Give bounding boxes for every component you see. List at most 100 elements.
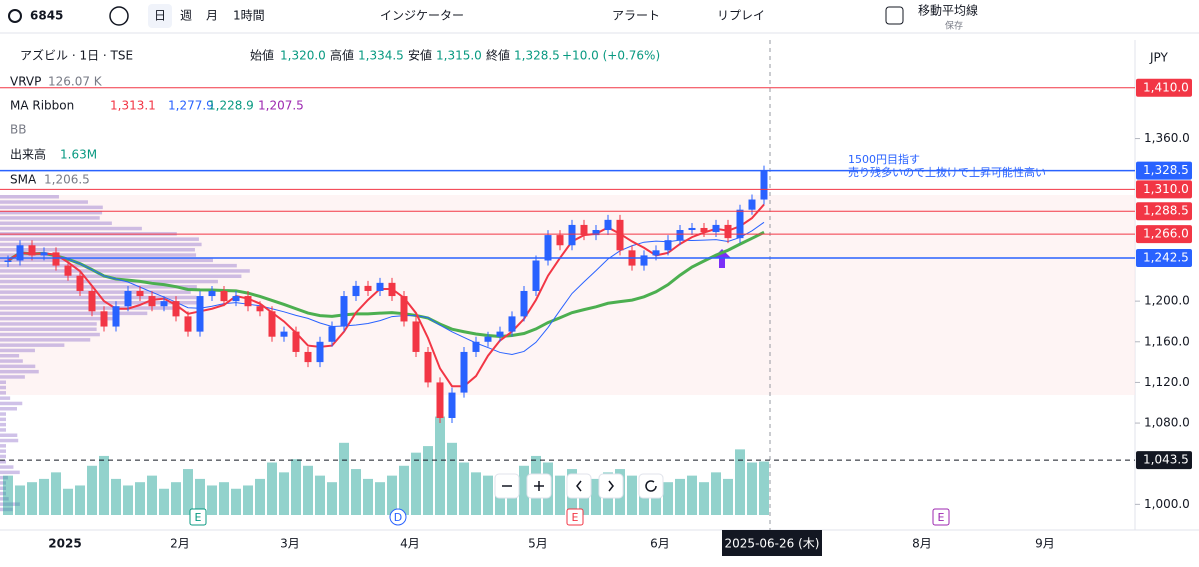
candle [376, 282, 384, 291]
volume-profile [0, 216, 100, 220]
candle [136, 290, 144, 297]
event-marker[interactable] [932, 508, 950, 526]
event-marker[interactable] [189, 508, 207, 526]
zoom-button[interactable] [638, 473, 664, 499]
volume-bar [351, 469, 361, 515]
candle [244, 296, 252, 307]
ribbon-value: 1,228.9 [208, 99, 254, 113]
candle [352, 285, 360, 297]
zoom-button[interactable] [598, 473, 624, 499]
sma: SMA [10, 173, 37, 187]
ribbon-value: 1,207.5 [258, 99, 304, 113]
volume-profile [0, 327, 97, 331]
event-marker[interactable] [566, 508, 584, 526]
volume-bar [51, 472, 61, 515]
volume-bar [231, 488, 241, 515]
volume-profile [0, 258, 213, 263]
replay[interactable]: リプレイ [717, 9, 765, 23]
candle [256, 306, 264, 312]
candle [268, 311, 276, 337]
volume-profile [0, 221, 112, 225]
volume-profile [0, 470, 20, 475]
volume-profile [0, 316, 115, 321]
range-box [0, 195, 1135, 395]
volume-profile [0, 444, 6, 448]
volume-profile [0, 274, 242, 278]
volume-profile [0, 279, 218, 284]
search-icon[interactable] [8, 9, 22, 23]
level-label: 1,043.5 [1143, 453, 1189, 467]
volume-bar [711, 472, 721, 515]
volume-bar [519, 465, 529, 515]
volume-profile [0, 380, 6, 384]
volume-profile [0, 263, 237, 268]
annotation: 1500円目指す [848, 152, 920, 166]
volume-bar [267, 462, 277, 515]
volume-profile [0, 322, 97, 326]
candle [616, 219, 624, 251]
timeframe[interactable]: 週 [180, 9, 192, 23]
candle [484, 336, 492, 342]
template-icon[interactable] [885, 6, 904, 25]
volume-profile [0, 226, 142, 231]
volume-bar [123, 485, 133, 515]
timeframe[interactable]: 1時間 [233, 9, 265, 23]
timeframe[interactable]: 日 [154, 9, 166, 23]
volume-profile [0, 407, 18, 411]
indicators[interactable]: インジケーター [380, 9, 464, 23]
timeframe[interactable]: 月 [206, 9, 218, 23]
level-label: 1,242.5 [1143, 250, 1189, 264]
x-tick-label: 5月 [528, 537, 548, 551]
y-tick-label: 1,200.0 [1144, 294, 1190, 308]
volume-profile [0, 242, 202, 247]
bb: BB [10, 123, 26, 137]
candle [196, 296, 204, 332]
volume-profile [0, 348, 35, 353]
candle [568, 224, 576, 246]
candle [364, 285, 372, 291]
candle [676, 230, 684, 241]
zoom-button[interactable] [566, 473, 592, 499]
candle [448, 392, 456, 418]
volume-bar [39, 478, 49, 515]
crosshair-label-bg [722, 530, 822, 556]
candle [652, 250, 660, 256]
volume-profile [0, 237, 199, 241]
volume-bar [327, 482, 337, 515]
template[interactable]: 移動平均線 [918, 3, 978, 18]
candle [388, 282, 396, 297]
volume-bar [471, 472, 481, 515]
candle [436, 382, 444, 418]
legend-close: 1,328.5 [514, 49, 560, 63]
template-sub: 保存 [945, 20, 963, 32]
y-tick-label: 1,000.0 [1144, 497, 1190, 511]
candle [544, 235, 552, 261]
event-marker[interactable] [389, 508, 407, 526]
volume-profile [0, 285, 197, 289]
volume-bar [399, 465, 409, 515]
currency[interactable]: JPY [1149, 51, 1169, 65]
volume-bar [387, 475, 397, 515]
level-label-bg [1136, 248, 1192, 267]
candle [4, 260, 12, 262]
alert[interactable]: アラート [612, 9, 660, 23]
symbol[interactable]: 6845 [30, 9, 63, 23]
volume-profile [0, 412, 6, 416]
candle [28, 245, 36, 256]
volume-profile [0, 248, 195, 252]
candle [220, 290, 228, 302]
volume-bar [495, 482, 505, 515]
level-label-bg [1136, 78, 1192, 97]
add-icon[interactable] [109, 6, 129, 26]
crosshair-date: 2025-06-26 (木) [725, 537, 820, 551]
volume-bar [747, 462, 757, 515]
legend-high-label: 高値 [330, 48, 354, 63]
level-label: 1,410.0 [1143, 80, 1189, 94]
volume-bar [759, 461, 769, 515]
volume-profile [0, 422, 6, 427]
volume-profile [0, 433, 18, 437]
volume-profile [0, 401, 23, 406]
x-tick-label: 9月 [1035, 537, 1055, 551]
volume-bar [315, 475, 325, 515]
